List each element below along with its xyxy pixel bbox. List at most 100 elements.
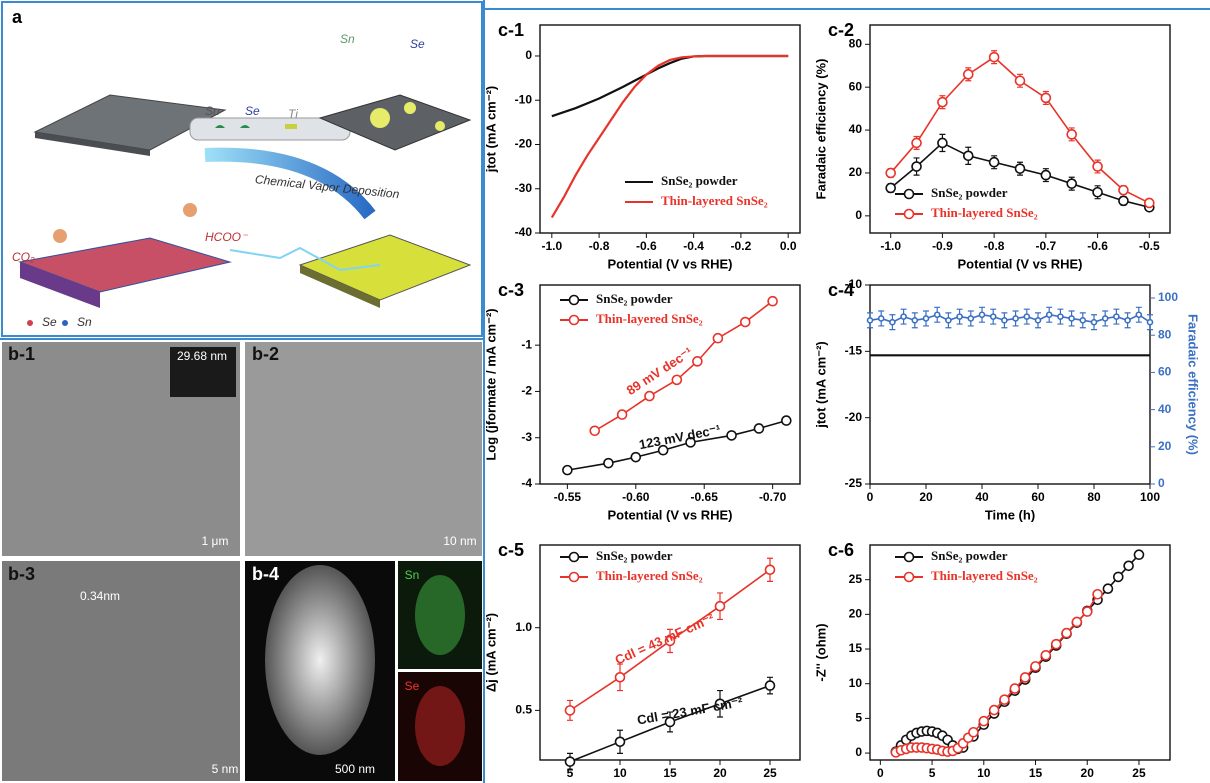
legend-marker [905,553,914,562]
y-tick-label: 0 [525,48,532,62]
legend-marker [570,573,579,582]
data-point [1080,318,1085,323]
data-point [566,706,575,715]
x-tick-label: -0.8 [984,239,1005,253]
scale-label: Sn [405,568,420,582]
ti-source [285,124,297,129]
x-tick-label: -0.4 [683,239,704,253]
y-axis-label: Log (jformate / mA cm⁻²) [483,308,498,460]
particle [265,565,375,755]
data-point [716,602,725,611]
y-tick-label: -10 [845,277,863,291]
legend-marker [570,296,579,305]
data-point [990,158,999,167]
x-tick-label: 60 [1031,490,1045,504]
diagram-label: Sn [77,315,92,329]
sn-signal [415,575,465,655]
data-point [946,318,951,323]
y-tick-label: 0 [855,208,862,222]
data-point [1134,550,1143,559]
data-point [968,316,973,321]
y-tick-label: -15 [845,344,863,358]
x-tick-label: -0.6 [636,239,657,253]
data-point [1069,316,1074,321]
y2-axis-label: Faradaic efficiency (%) [1186,314,1201,455]
y-tick-label: 60 [849,79,863,93]
y-tick-label: -2 [521,384,532,398]
legend-label: Thin-layered SnSe₂ [596,568,703,583]
panel-label: b-1 [8,344,35,364]
x-tick-label: -0.70 [759,490,787,504]
data-point [768,297,777,306]
x-tick-label: -0.65 [691,490,719,504]
panel-label: a [12,7,23,27]
data-point [1024,314,1029,319]
data-point [990,706,999,715]
data-point [1067,130,1076,139]
data-point [980,312,985,317]
y-tick-label: 5 [855,711,862,725]
diagram-label: Ti [288,107,298,121]
x-tick-label: 100 [1140,490,1160,504]
x-tick-label: -0.2 [731,239,752,253]
data-point [1119,196,1128,205]
data-point [969,728,978,737]
data-point [782,416,791,425]
se-signal [415,686,465,766]
x-tick-label: -1.0 [880,239,901,253]
data-point [616,673,625,682]
legend-marker [570,553,579,562]
series-line [896,555,1139,752]
data-point [618,410,627,419]
diagram-label: CO₂ [12,250,35,264]
data-point [1041,93,1050,102]
y-tick-label: 80 [849,36,863,50]
y-tick-label: -1 [521,337,532,351]
legend-label: Thin-layered SnSe₂ [931,205,1038,220]
data-point [1114,572,1123,581]
y-tick-label: 20 [849,607,863,621]
x-tick-label: 40 [975,490,989,504]
data-point [1016,164,1025,173]
image-b2 [245,342,482,556]
x-tick-label: -0.5 [1139,239,1160,253]
panel-label: c-1 [498,20,524,40]
x-tick-label: 0 [877,766,884,780]
data-point [1119,186,1128,195]
x-tick-label: 5 [929,766,936,780]
data-point [713,334,722,343]
data-point [1072,617,1081,626]
data-point [1036,318,1041,323]
y-axis-label: Faradaic efficiency (%) [813,59,828,200]
series-line [552,56,788,116]
data-point [924,316,929,321]
y2-tick-label: 40 [1158,402,1172,416]
figure: aSnSeTiSnSeChemical Vapor DepositionCO₂H… [0,0,1210,783]
y-tick-label: 1.0 [515,620,532,634]
data-point [1041,651,1050,660]
y-tick-label: -20 [515,137,533,151]
data-point [1041,171,1050,180]
data-point [1052,640,1061,649]
legend-label: Thin-layered SnSe₂ [931,568,1038,583]
annotation: 123 mV dec⁻¹ [638,422,722,453]
molecule [53,229,67,243]
y-tick-label: -25 [845,476,863,490]
y-tick-label: -3 [521,430,532,444]
data-point [645,392,654,401]
y-axis-label: -Z'' (ohm) [813,623,828,681]
scale-label: 5 nm [212,762,239,776]
data-point [1002,318,1007,323]
panel-label: c-6 [828,540,854,560]
legend-marker [905,210,914,219]
data-point [979,717,988,726]
x-axis-label: Potential (V vs RHE) [608,256,733,271]
scale-label: 29.68 nm [177,349,227,363]
x-tick-label: 25 [763,766,777,780]
legend-label: SnSe₂ powder [931,185,1008,200]
diagram-label: Sn [205,104,220,118]
x-axis-label: Potential (V vs RHE) [958,256,1083,271]
data-point [1092,320,1097,325]
molecule [183,203,197,217]
data-point [727,431,736,440]
